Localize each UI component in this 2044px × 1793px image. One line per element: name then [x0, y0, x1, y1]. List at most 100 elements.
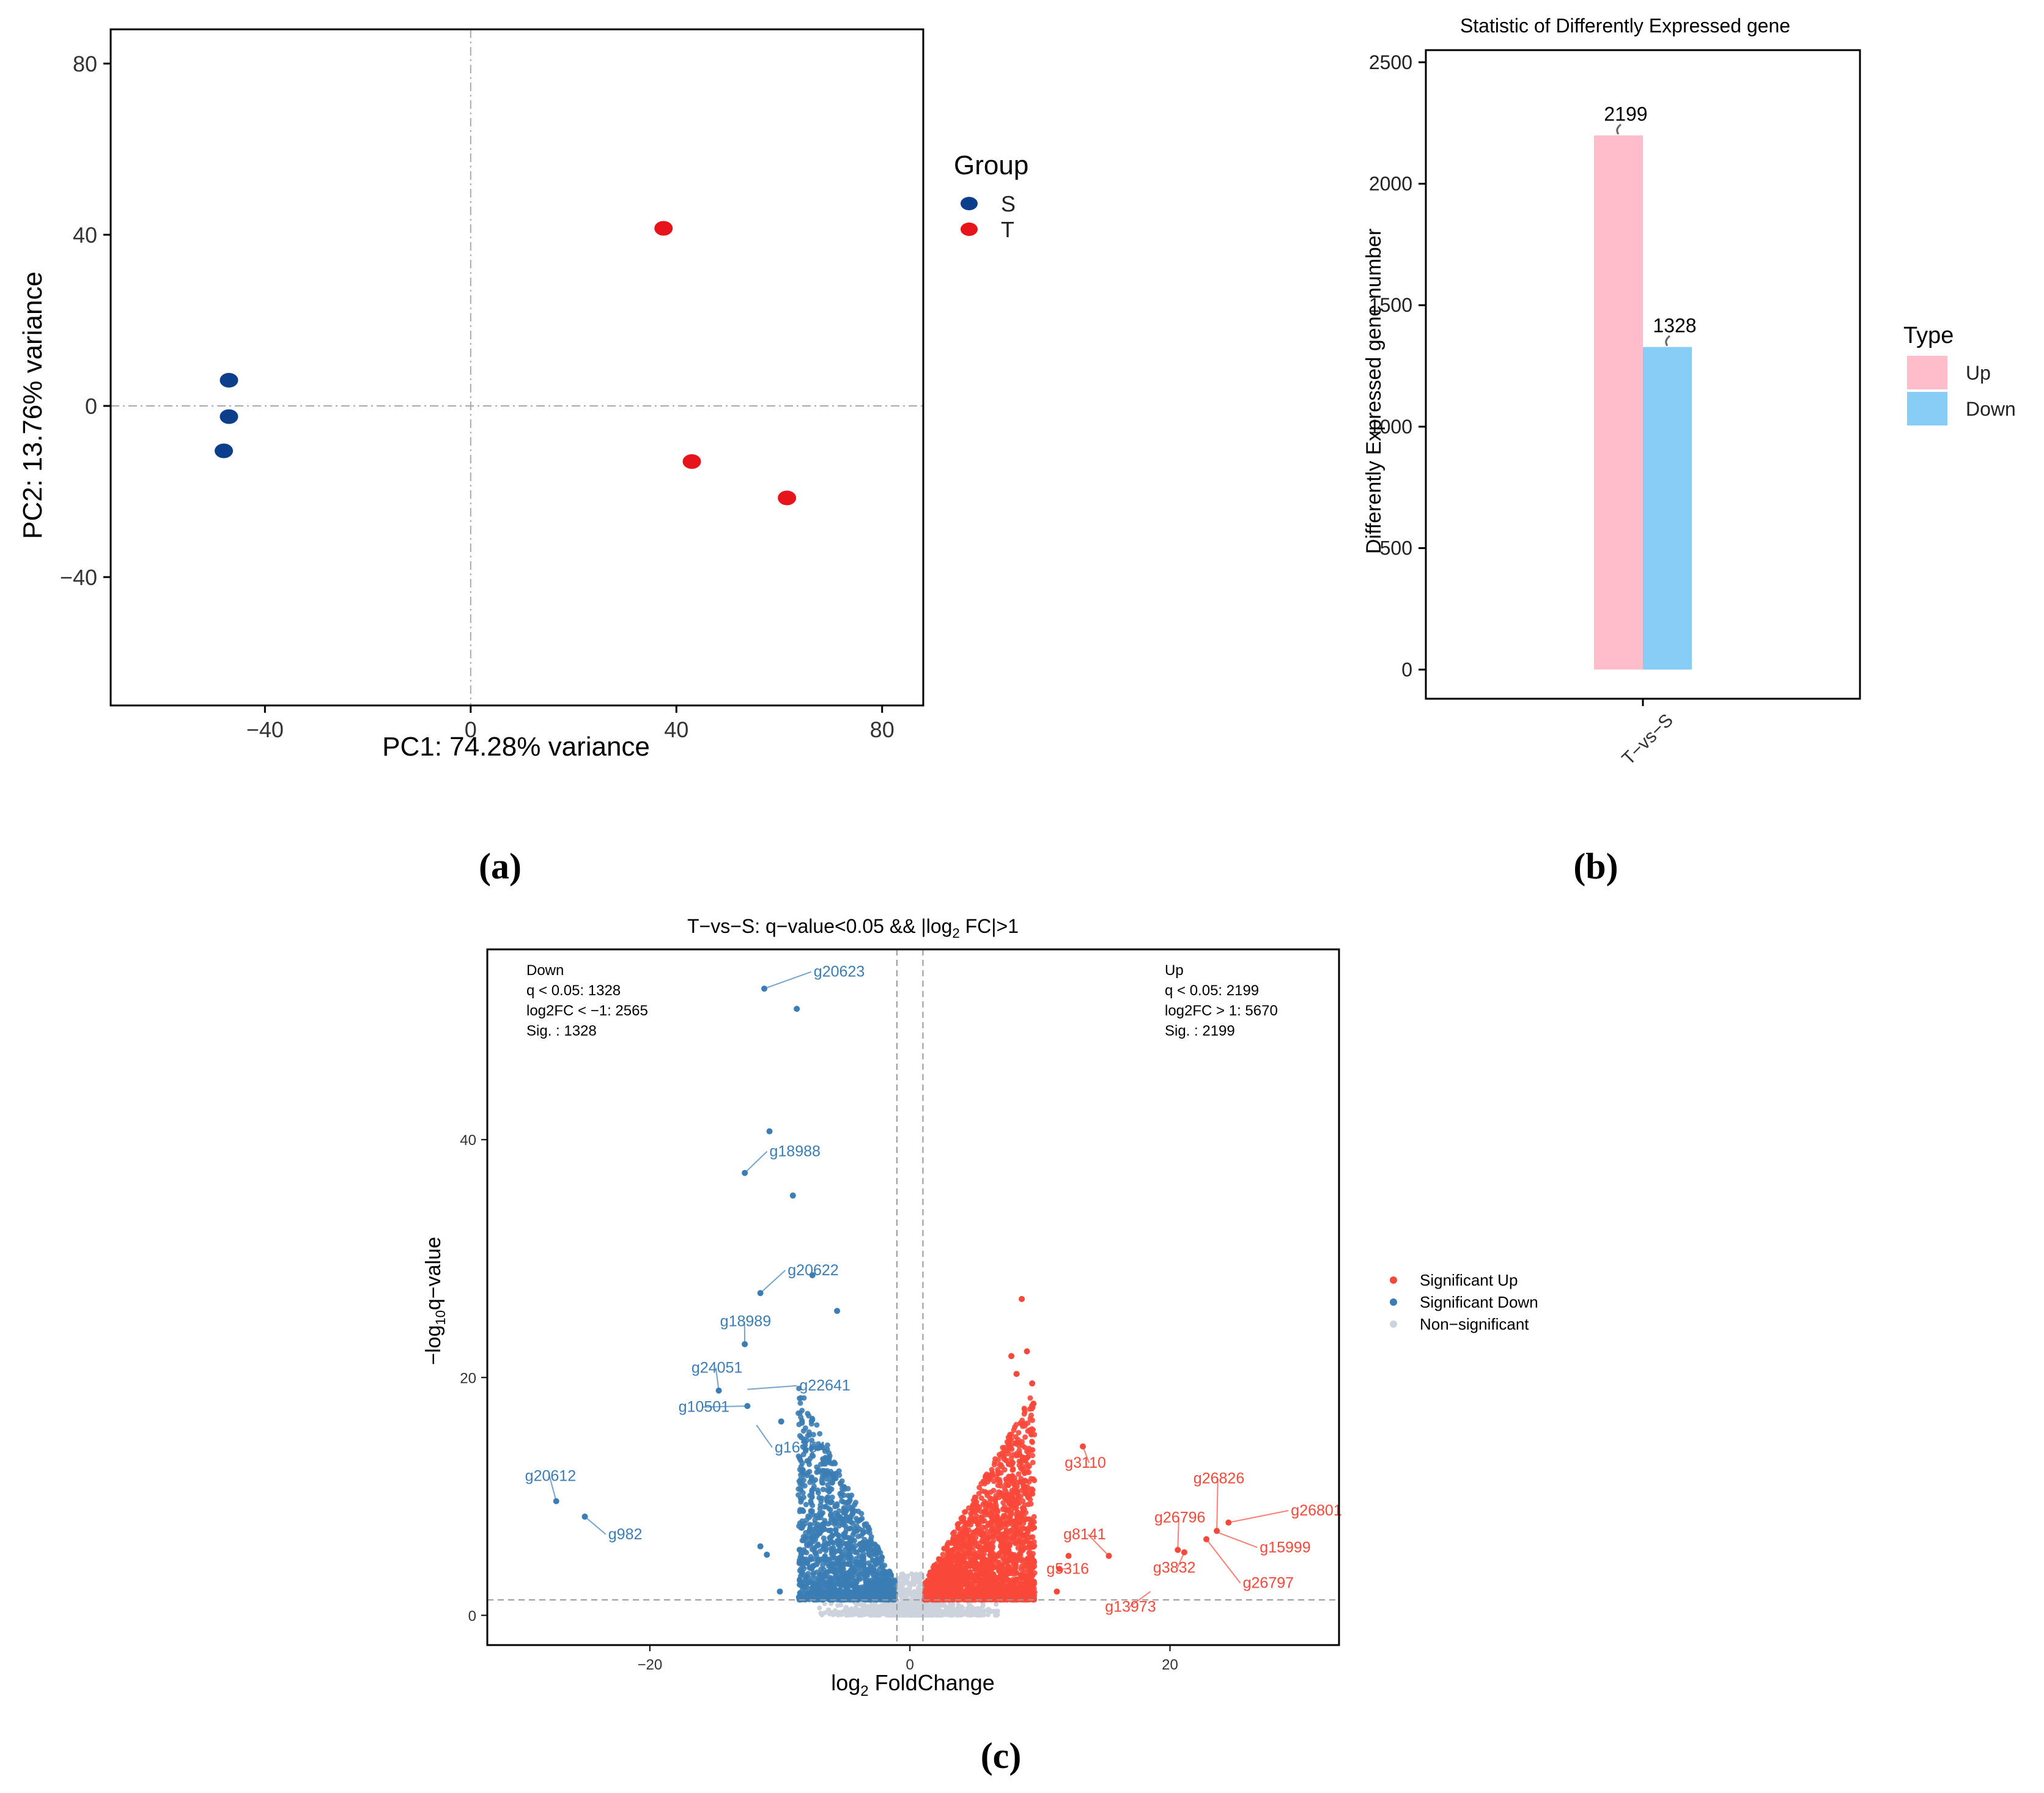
volcano-point-up: [1030, 1591, 1036, 1597]
volcano-point-ns: [918, 1580, 923, 1586]
volcano-point-up: [1027, 1586, 1033, 1592]
bar-y-tick-label: 500: [1380, 537, 1412, 559]
volcano-point-up: [984, 1479, 991, 1485]
volcano-point-up: [1015, 1494, 1021, 1500]
volcano-point-down: [809, 1491, 815, 1497]
volcano-point-up: [993, 1517, 999, 1523]
volcano-gene-label: g18989: [720, 1313, 771, 1330]
volcano-point-up: [1026, 1550, 1032, 1556]
volcano-point-up: [970, 1557, 976, 1563]
volcano-point-up: [978, 1544, 984, 1550]
volcano-point-down: [849, 1492, 855, 1498]
volcano-point-down: [819, 1443, 825, 1449]
volcano-point-down: [808, 1498, 814, 1504]
volcano-point-ns: [860, 1603, 866, 1609]
volcano-point-ns: [888, 1610, 893, 1615]
volcano-point-up: [1028, 1540, 1034, 1546]
volcano-point-down: [843, 1523, 849, 1530]
volcano-point-up: [964, 1582, 970, 1588]
volcano-point-down: [814, 1569, 820, 1575]
volcano-point-down: [851, 1502, 857, 1508]
volcano-point-up: [952, 1557, 958, 1563]
bar-value-label-up: 2199: [1604, 103, 1647, 125]
volcano-point-down: [827, 1583, 833, 1589]
volcano-point-up: [1031, 1563, 1038, 1569]
volcano-point-down: [808, 1477, 814, 1483]
volcano-point-up: [984, 1471, 990, 1478]
volcano-point-up: [968, 1511, 974, 1517]
volcano-point-up: [1021, 1517, 1027, 1523]
volcano-point-up: [989, 1515, 995, 1521]
volcano-label-leader: [1216, 1531, 1258, 1548]
volcano-point-up: [1022, 1486, 1028, 1492]
volcano-point-down: [823, 1471, 829, 1478]
panel-label-c: (c): [981, 1736, 1022, 1776]
volcano-point-up: [1014, 1483, 1020, 1489]
bar-label-leader: [1665, 335, 1670, 347]
volcano-point-down: [811, 1526, 817, 1532]
volcano-point-up: [966, 1577, 972, 1583]
volcano-point-up: [1002, 1524, 1008, 1530]
volcano-point-up: [1021, 1545, 1027, 1551]
volcano-point-down: [817, 1548, 823, 1555]
volcano-point-up: [978, 1514, 984, 1520]
volcano-label-leader: [1206, 1539, 1241, 1584]
volcano-point-ns: [822, 1610, 828, 1616]
volcano-point-up: [998, 1581, 1005, 1587]
volcano-point-up: [994, 1595, 1000, 1601]
volcano-point-down: [803, 1501, 809, 1508]
volcano-point-ns: [843, 1605, 849, 1611]
deg-bar-panel: Statistic of Differently Expressed gene …: [1362, 15, 2016, 769]
volcano-gene-labels: g20623g18988g20622g18989g24051g22641g105…: [525, 963, 1342, 1616]
volcano-point-up: [1030, 1534, 1036, 1540]
volcano-point-down: [811, 1575, 817, 1581]
volcano-point-down: [844, 1499, 850, 1505]
volcano-point-down: [810, 1432, 816, 1438]
volcano-point-up: [987, 1589, 994, 1595]
volcano-point-up: [975, 1520, 981, 1526]
volcano-point-down: [849, 1506, 855, 1512]
volcano-point-up: [1027, 1591, 1033, 1597]
volcano-point-down: [823, 1545, 829, 1552]
pca-y-tick-label: 0: [85, 394, 97, 419]
volcano-point-up: [989, 1549, 995, 1555]
volcano-point-down: [884, 1590, 890, 1596]
pca-y-tick-label: 80: [73, 51, 97, 76]
volcano-point-up: [1029, 1438, 1035, 1445]
volcano-point-up: [947, 1548, 953, 1555]
volcano-point-up: [1009, 1567, 1015, 1574]
volcano-point-ns: [822, 1601, 827, 1607]
volcano-point-ns: [985, 1612, 991, 1618]
volcano-gene-label: g982: [608, 1526, 643, 1543]
volcano-point-ns: [980, 1603, 986, 1609]
pca-y-tick-label: 40: [73, 223, 97, 248]
volcano-point-up: [1024, 1348, 1030, 1355]
volcano-point-up: [1021, 1405, 1027, 1412]
volcano-point-down: [777, 1588, 783, 1595]
volcano-point-up: [1004, 1531, 1010, 1537]
volcano-point-ns: [934, 1605, 940, 1610]
volcano-point-up: [970, 1530, 976, 1536]
volcano-point-down: [860, 1530, 866, 1536]
volcano-point-ns: [959, 1604, 964, 1610]
volcano-label-leader: [1176, 1552, 1185, 1568]
volcano-point-up: [1029, 1417, 1035, 1423]
volcano-point-ns: [901, 1576, 906, 1581]
volcano-legend-label-up: Significant Up: [1420, 1271, 1518, 1289]
volcano-point-up: [974, 1527, 980, 1533]
volcano-point-up: [1029, 1405, 1035, 1412]
volcano-gene-label: g26797: [1243, 1575, 1294, 1592]
volcano-point-down: [849, 1558, 855, 1564]
volcano-point-up: [973, 1577, 979, 1583]
volcano-point-up: [967, 1563, 973, 1569]
volcano-point-up: [1017, 1440, 1023, 1446]
volcano-point-up: [1011, 1597, 1017, 1603]
volcano-point-down: [868, 1534, 874, 1540]
volcano-point-up: [1000, 1506, 1006, 1512]
pca-x-tick-label: 0: [465, 717, 477, 742]
pca-x-tick-label: −40: [246, 717, 284, 742]
volcano-point-down: [846, 1549, 852, 1555]
volcano-point-up: [1000, 1445, 1006, 1451]
pca-points: [215, 221, 797, 506]
volcano-gene-label: g26796: [1154, 1509, 1205, 1526]
